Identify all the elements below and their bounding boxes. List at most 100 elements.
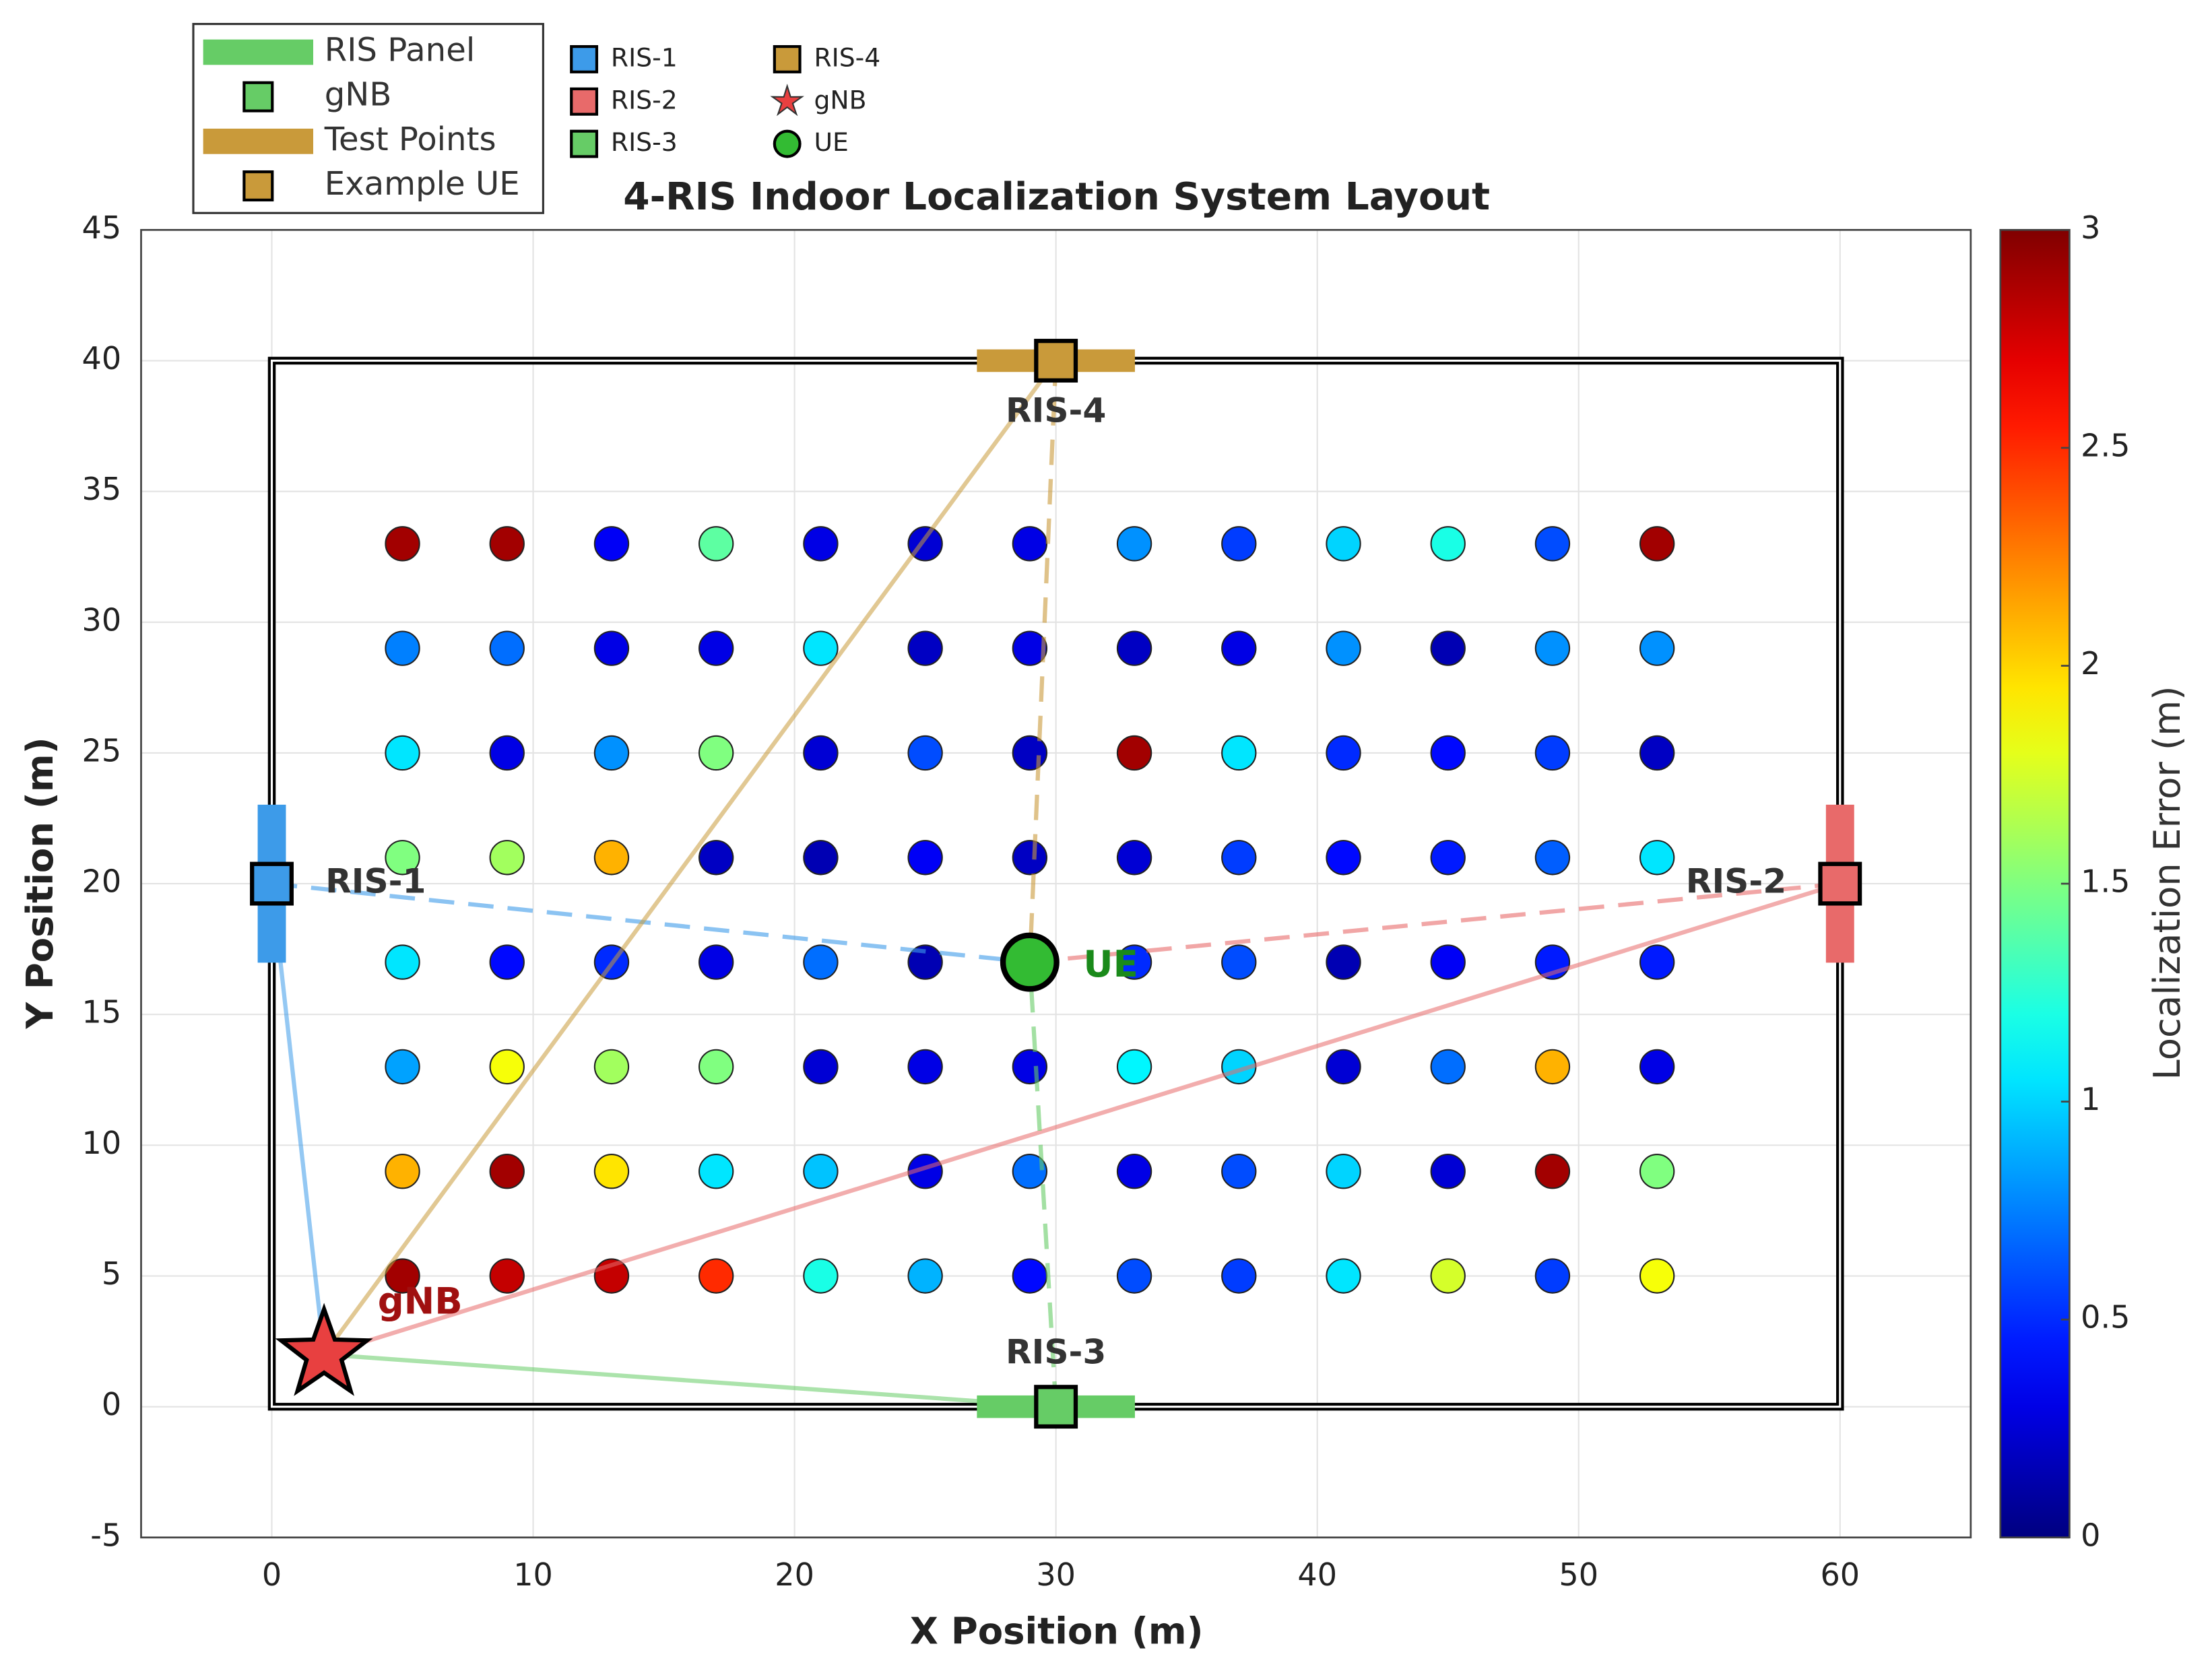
test-point (1221, 735, 1257, 771)
test-point (385, 1258, 420, 1294)
test-point (1221, 526, 1257, 562)
test-point (1221, 1258, 1257, 1294)
y-tick-label: 5 (102, 1255, 121, 1292)
test-point (803, 1049, 839, 1085)
test-point (593, 735, 630, 771)
test-point (1534, 840, 1571, 876)
test-point (907, 735, 943, 771)
test-point (803, 526, 839, 562)
test-point (385, 944, 420, 980)
test-point (803, 630, 839, 666)
test-point (1430, 630, 1466, 666)
y-tick-label: 10 (82, 1125, 122, 1161)
legend-symbol (242, 81, 274, 112)
test-point (489, 944, 525, 980)
y-tick-label: -5 (90, 1517, 121, 1553)
x-tick-label: 20 (775, 1556, 814, 1593)
test-point (803, 1154, 839, 1189)
legend-label: RIS Panel (325, 31, 475, 69)
gnb-marker (275, 1303, 373, 1396)
test-point (698, 735, 734, 771)
x-tick-label: 40 (1297, 1556, 1337, 1593)
test-point (593, 840, 630, 876)
legend-label: gNB (325, 76, 392, 114)
ue-marker (1000, 932, 1060, 992)
test-point (698, 840, 734, 876)
test-point (907, 630, 943, 666)
test-point (1326, 1049, 1361, 1085)
plot-frame (140, 229, 1972, 1539)
ris-ue-link (271, 881, 1031, 964)
test-point (1012, 630, 1048, 666)
test-point (1430, 735, 1466, 771)
legend-symbol (570, 129, 599, 158)
test-point (1221, 630, 1257, 666)
legend-symbol (242, 170, 274, 202)
y-tick-label: 35 (82, 471, 122, 507)
legend-symbol (203, 39, 313, 65)
test-point (698, 526, 734, 562)
colorbar-tick-label: 3 (2081, 209, 2100, 246)
x-tick-label: 50 (1559, 1556, 1598, 1593)
legend-symbol (773, 129, 802, 158)
test-point (1639, 1154, 1675, 1189)
test-point (1326, 840, 1361, 876)
test-point (385, 1049, 420, 1085)
legend-label: RIS-3 (611, 127, 678, 157)
test-point (489, 1258, 525, 1294)
colorbar-tick-label: 1 (2081, 1081, 2100, 1117)
y-tick-label: 25 (82, 732, 122, 768)
y-tick-label: 0 (102, 1386, 121, 1422)
test-point (803, 840, 839, 876)
test-point (1639, 1049, 1675, 1085)
colorbar-tick-label: 2.5 (2081, 427, 2130, 463)
test-point (1639, 735, 1675, 771)
test-point (1012, 1258, 1048, 1294)
test-point (1116, 1154, 1152, 1189)
ue-label: UE (1083, 942, 1138, 985)
y-tick-label: 40 (82, 340, 122, 376)
ris-marker (250, 861, 294, 906)
test-point (1012, 840, 1048, 876)
test-point (1639, 840, 1675, 876)
gnb-ris-link (322, 359, 1058, 1356)
test-point (698, 1258, 734, 1294)
colorbar (1999, 229, 2071, 1539)
test-point (1430, 1154, 1466, 1189)
x-tick-label: 60 (1820, 1556, 1860, 1593)
test-point (1326, 735, 1361, 771)
test-point (1430, 840, 1466, 876)
gnb-label: gNB (378, 1280, 463, 1323)
legend-symbol (570, 87, 599, 116)
test-point (698, 1154, 734, 1189)
test-point (489, 630, 525, 666)
test-point (1116, 735, 1152, 771)
test-point (1534, 735, 1571, 771)
gnb-ris-link (323, 1352, 1056, 1409)
test-point (1534, 1154, 1571, 1189)
ris-ue-link (1027, 360, 1058, 962)
test-point (1221, 944, 1257, 980)
test-point (698, 944, 734, 980)
x-axis-label: X Position (m) (910, 1609, 1204, 1652)
test-point (1221, 840, 1257, 876)
y-tick-label: 15 (82, 994, 122, 1030)
ris-label: RIS-4 (1006, 391, 1106, 430)
legend-label: gNB (814, 85, 866, 114)
ris-label: RIS-1 (325, 861, 426, 901)
test-point (1534, 1258, 1571, 1294)
y-tick-label: 45 (82, 209, 122, 246)
test-point (385, 735, 420, 771)
test-point (489, 840, 525, 876)
test-point (1116, 840, 1152, 876)
test-point (803, 944, 839, 980)
test-point (1534, 526, 1571, 562)
ris-label: RIS-2 (1686, 861, 1786, 901)
legend-label: Example UE (325, 165, 520, 203)
test-point (1639, 630, 1675, 666)
test-point (1430, 1049, 1466, 1085)
x-tick-label: 0 (262, 1556, 282, 1593)
colorbar-tick-label: 2 (2081, 645, 2100, 682)
test-point (1430, 526, 1466, 562)
